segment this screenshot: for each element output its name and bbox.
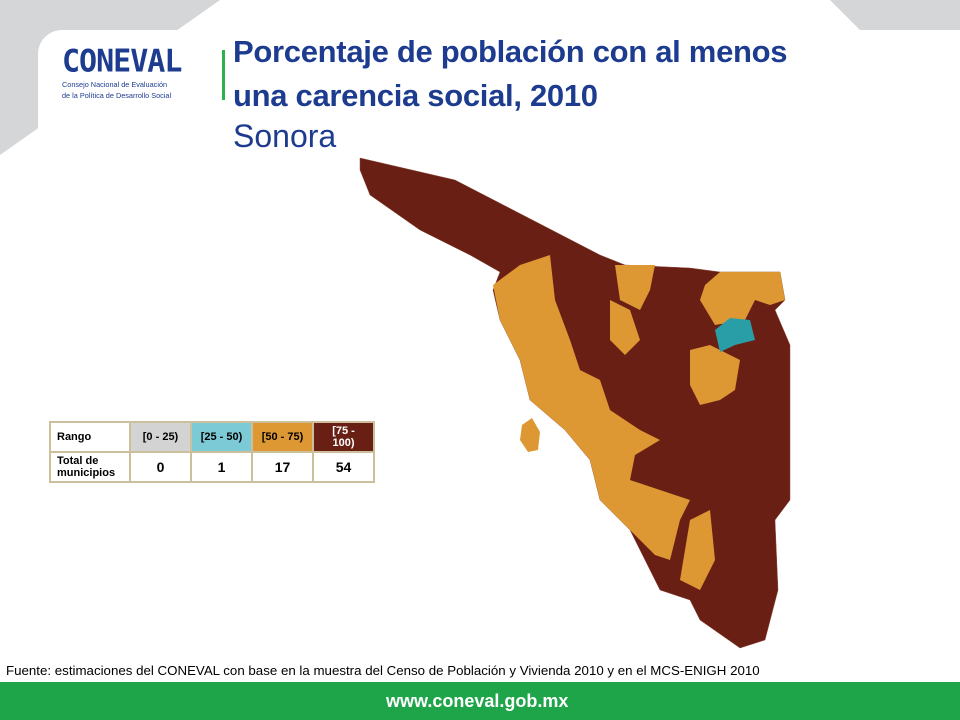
- logo-wordmark: CONEVAL: [62, 43, 182, 80]
- title-divider: [222, 50, 225, 100]
- count-25-50: 1: [190, 451, 253, 483]
- range-0-25: [0 - 25): [129, 421, 192, 453]
- range-label: Rango: [49, 421, 131, 453]
- map-region-west-coast: [493, 255, 690, 560]
- range-50-75: [50 - 75): [251, 421, 314, 453]
- range-75-100: [75 - 100): [312, 421, 375, 453]
- legend-count-row: Total de municipios 0 1 17 54: [49, 451, 375, 483]
- range-25-50: [25 - 50): [190, 421, 253, 453]
- map-region-north: [615, 265, 655, 310]
- title-line-1: Porcentaje de población con al menos: [233, 34, 788, 69]
- map-region-center: [690, 345, 740, 405]
- title-line-2: una carencia social, 2010: [233, 78, 598, 113]
- logo-subtitle-1: Consejo Nacional de Evaluación: [62, 80, 168, 89]
- legend-range-row: Rango [0 - 25) [25 - 50) [50 - 75) [75 -…: [49, 421, 375, 453]
- website-link[interactable]: www.coneval.gob.mx: [386, 691, 569, 711]
- legend-table: Rango [0 - 25) [25 - 50) [50 - 75) [75 -…: [49, 421, 375, 483]
- map-region-north-central: [610, 300, 640, 355]
- coneval-logo: CONEVAL Consejo Nacional de Evaluación d…: [62, 43, 202, 100]
- map-region-teal: [715, 318, 755, 352]
- content-card: [38, 30, 960, 670]
- map-region-northeast: [700, 272, 785, 325]
- footer-bar: [0, 682, 960, 720]
- count-0-25: 0: [129, 451, 192, 483]
- map-region-south: [680, 510, 715, 590]
- source-note: Fuente: estimaciones del CONEVAL con bas…: [6, 663, 760, 678]
- map-island: [520, 418, 540, 452]
- count-75-100: 54: [312, 451, 375, 483]
- state-name: Sonora: [233, 118, 337, 154]
- total-label: Total de municipios: [49, 451, 131, 483]
- page-title: Porcentaje de población con al menos una…: [233, 30, 788, 118]
- count-50-75: 17: [251, 451, 314, 483]
- logo-subtitle-2: de la Política de Desarrollo Social: [62, 91, 172, 100]
